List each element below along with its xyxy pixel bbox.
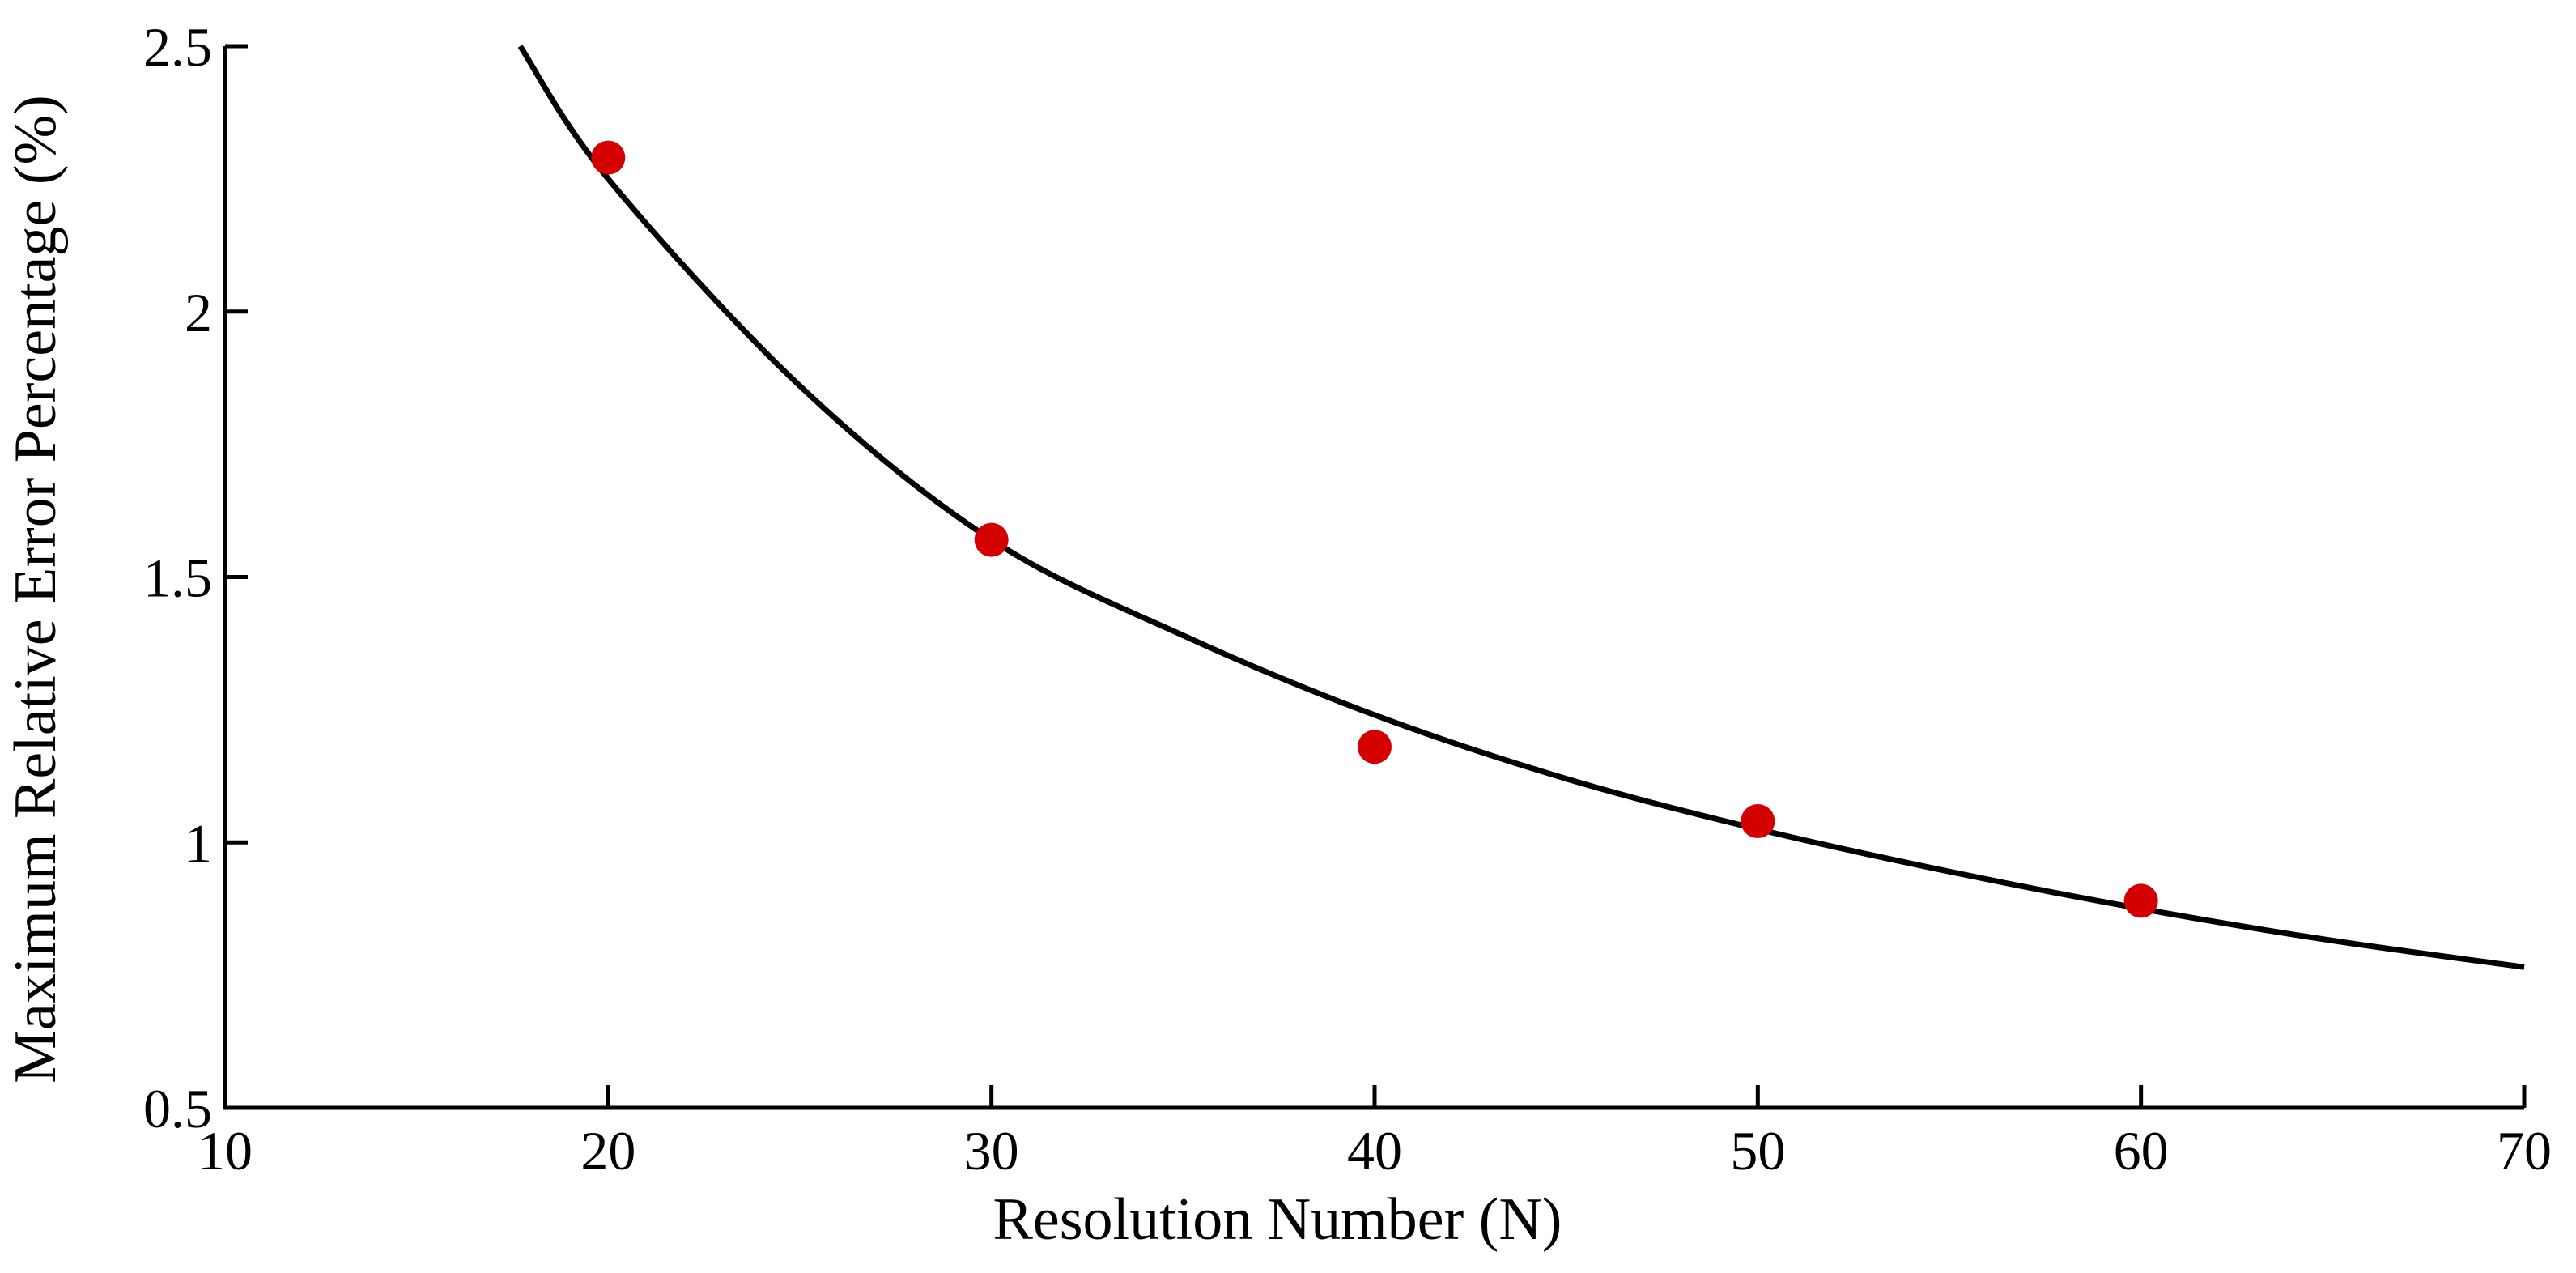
data-point	[974, 522, 1009, 557]
x-tick-label: 10	[198, 1120, 253, 1181]
x-tick-label: 60	[2114, 1120, 2169, 1181]
y-tick-label: 0.5	[143, 1078, 212, 1139]
ticks-layer: 10 20 30 40 50 60 70 0.5 1 1.5 2 2.5	[143, 16, 2552, 1181]
x-tick-label: 40	[1347, 1120, 1402, 1181]
y-tick-label: 1.5	[143, 547, 212, 609]
y-tick-label: 1	[185, 812, 212, 874]
x-axis-title: Resolution Number (N)	[993, 1186, 1562, 1253]
x-tick-label: 20	[580, 1120, 635, 1181]
x-tick-label: 30	[964, 1120, 1019, 1181]
y-axis-title: Maximum Relative Error Percentage (%)	[2, 95, 69, 1084]
axes-layer	[223, 46, 2524, 1110]
fit-curve	[517, 45, 2525, 970]
curve-layer	[517, 45, 2525, 970]
y-tick-label: 2.5	[143, 16, 212, 78]
data-point	[2123, 883, 2158, 918]
data-point	[1741, 804, 1775, 839]
x-tick-label: 50	[1730, 1120, 1785, 1181]
x-tick-label: 70	[2497, 1120, 2552, 1181]
points-layer	[591, 140, 2158, 918]
y-tick-label: 2	[185, 282, 212, 343]
data-point	[591, 140, 626, 175]
data-point	[1358, 730, 1392, 764]
